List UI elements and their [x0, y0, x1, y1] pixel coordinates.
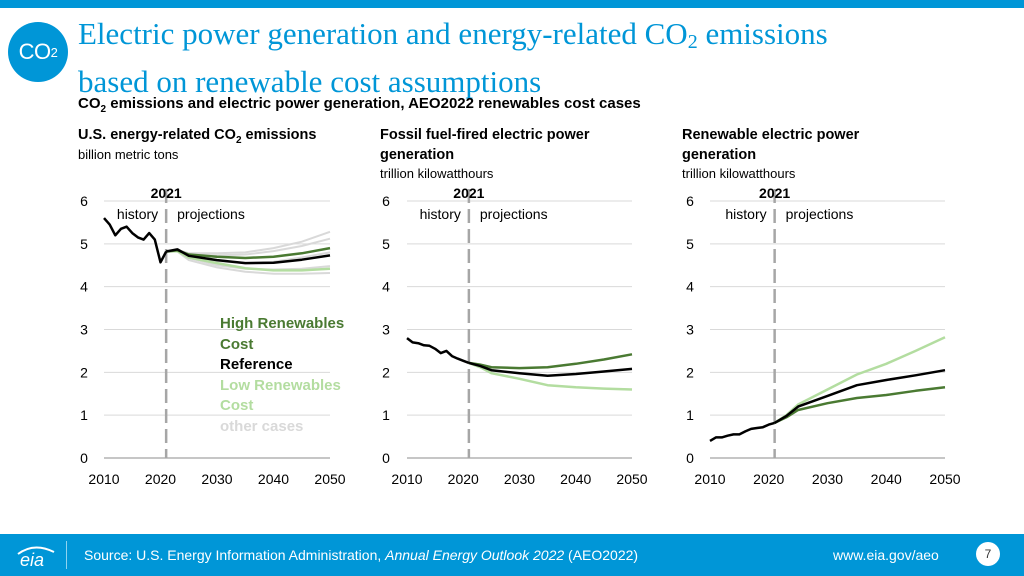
source-note: Source: U.S. Energy Information Administ…	[84, 547, 639, 563]
series-line-low-renewables-cost	[468, 361, 633, 391]
series-line-reference	[468, 361, 633, 378]
y-tick-label: 5	[382, 236, 390, 252]
x-tick-label: 2030	[504, 471, 535, 487]
top-accent-bar	[0, 0, 1024, 8]
panel-2-unit: trillion kilowatthours	[380, 166, 494, 181]
series-line-reference	[773, 368, 946, 424]
x-tick-label: 2010	[694, 471, 725, 487]
y-tick-label: 2	[80, 364, 88, 380]
y-tick-label: 2	[686, 364, 694, 380]
panel-3-title: Renewable electric power generation	[682, 127, 860, 163]
x-tick-label: 2040	[560, 471, 591, 487]
y-tick-label: 5	[80, 236, 88, 252]
series-line-high-renewables-cost	[468, 353, 633, 370]
x-tick-label: 2040	[258, 471, 289, 487]
y-tick-label: 2	[382, 364, 390, 380]
divider-year-label: 2021	[759, 185, 790, 201]
legend-high-line2: Cost	[220, 335, 254, 353]
history-line	[103, 217, 168, 264]
x-tick-label: 2020	[145, 471, 176, 487]
legend-high-line1: High Renewables	[220, 315, 345, 332]
y-tick-label: 1	[686, 407, 694, 423]
history-label: history	[725, 206, 766, 222]
y-tick-label: 6	[686, 193, 694, 209]
x-tick-label: 2040	[871, 471, 902, 487]
history-label: history	[420, 206, 461, 222]
y-tick-label: 1	[382, 407, 390, 423]
y-tick-label: 3	[686, 322, 694, 338]
divider-year-label: 2021	[151, 185, 182, 201]
history-line	[709, 421, 775, 442]
x-tick-label: 2050	[314, 471, 345, 487]
series-line-high-renewables-cost	[774, 386, 946, 425]
y-tick-label: 5	[686, 236, 694, 252]
y-tick-label: 0	[382, 450, 390, 466]
legend: High Renewables Cost Reference Low Renew…	[220, 314, 344, 437]
title-line1-post: emissions	[697, 16, 828, 51]
x-tick-label: 2050	[616, 471, 647, 487]
projections-label: projections	[480, 206, 548, 222]
x-tick-label: 2030	[201, 471, 232, 487]
y-tick-label: 6	[80, 193, 88, 209]
footer: eia Source: U.S. Energy Information Admi…	[0, 534, 1024, 576]
y-tick-label: 1	[80, 407, 88, 423]
history-label: history	[117, 206, 158, 222]
projections-label: projections	[786, 206, 854, 222]
x-tick-label: 2030	[812, 471, 843, 487]
panel-1-unit: billion metric tons	[78, 147, 179, 162]
other-case-line	[166, 230, 331, 255]
y-tick-label: 0	[686, 450, 694, 466]
svg-text:eia: eia	[20, 550, 44, 570]
legend-reference: Reference	[220, 356, 293, 373]
co2-badge-icon: CO 2	[8, 22, 68, 82]
y-tick-label: 4	[80, 279, 88, 295]
series-line-reference	[165, 248, 331, 265]
panel-2-title: Fossil fuel-fired electric power generati…	[380, 127, 590, 163]
panel-1-title: U.S. energy-related CO2 emissions	[78, 127, 317, 146]
x-tick-label: 2010	[88, 471, 119, 487]
title-line1-pre: Electric power generation and energy-rel…	[78, 16, 688, 51]
y-tick-label: 0	[80, 450, 88, 466]
page-subtitle: CO2 emissions and electric power generat…	[78, 95, 641, 115]
divider-year-label: 2021	[453, 185, 484, 201]
eia-logo-icon: eia	[17, 546, 55, 570]
legend-low-line1: Low Renewables	[220, 376, 341, 394]
title-line2: based on renewable cost assumptions	[78, 64, 542, 99]
footer-divider	[66, 541, 67, 569]
x-tick-label: 2020	[753, 471, 784, 487]
x-tick-label: 2010	[391, 471, 422, 487]
x-tick-label: 2050	[929, 471, 960, 487]
y-tick-label: 4	[382, 279, 390, 295]
y-tick-label: 6	[382, 193, 390, 209]
legend-other: other cases	[220, 417, 304, 435]
legend-low-line2: Cost	[220, 397, 254, 414]
title-line1-sub: 2	[687, 31, 698, 53]
y-tick-label: 3	[382, 322, 390, 338]
website-link[interactable]: www.eia.gov/aeo	[833, 547, 939, 563]
y-tick-label: 3	[80, 322, 88, 338]
page-title: Electric power generation and energy-rel…	[78, 14, 978, 102]
panel-3-unit: trillion kilowatthours	[682, 166, 796, 181]
projections-label: projections	[177, 206, 245, 222]
history-line	[406, 337, 470, 365]
y-tick-label: 4	[686, 279, 694, 295]
page-number: 7	[976, 542, 1000, 566]
x-tick-label: 2020	[448, 471, 479, 487]
